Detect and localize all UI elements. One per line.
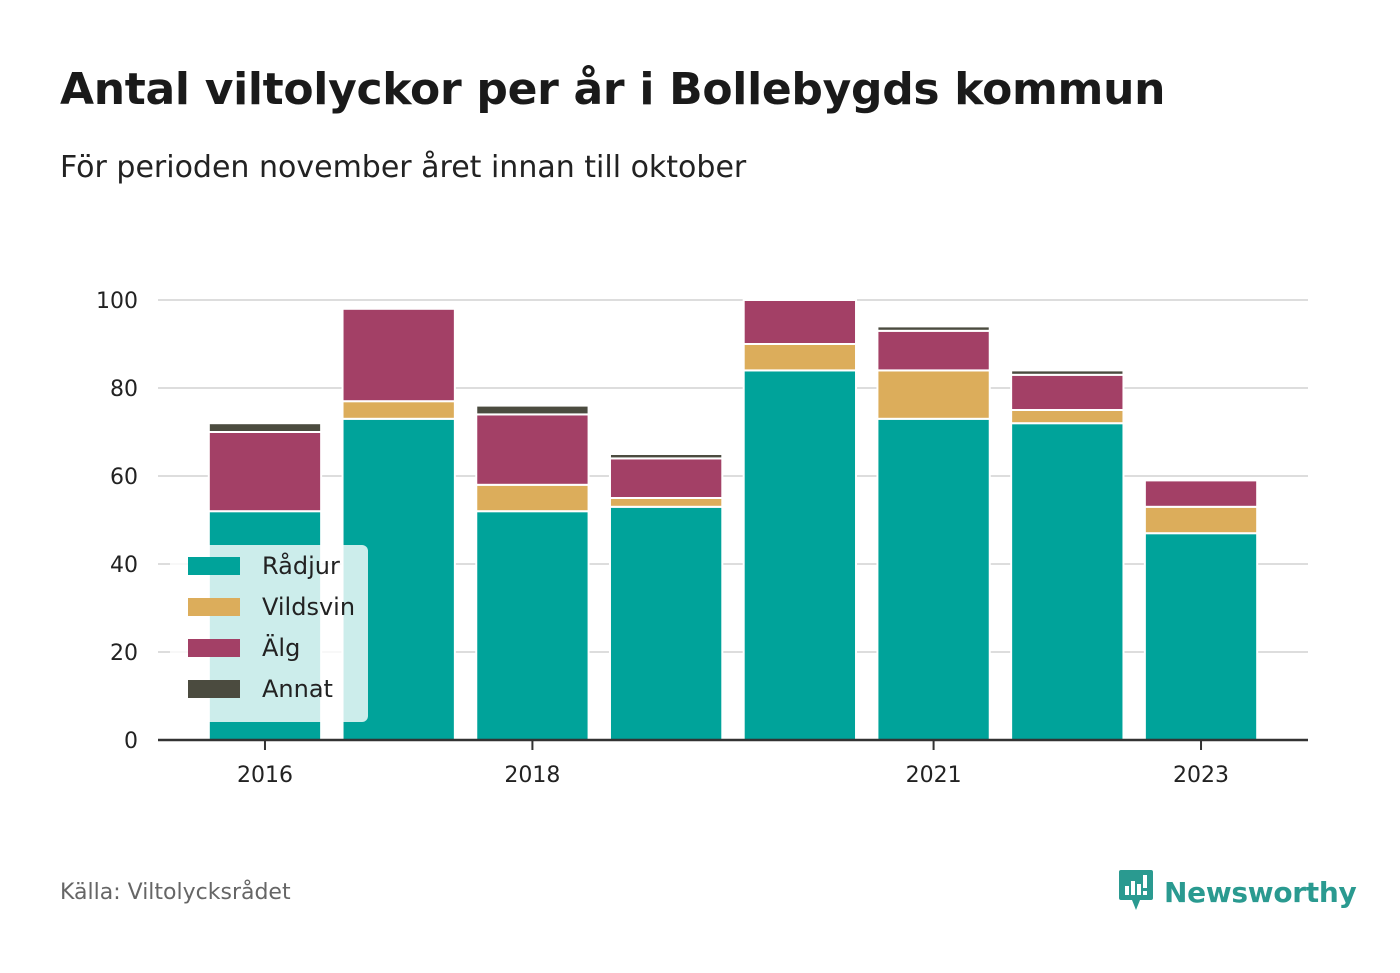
bar-2019-vildsvin — [608, 497, 724, 508]
bar-2017-älg — [341, 307, 456, 403]
x-tick-label-2023: 2023 — [1173, 763, 1229, 788]
legend-label-vildsvin: Vildsvin — [262, 592, 356, 621]
bar-2017-vildsvin — [341, 400, 456, 420]
legend: Rådjur Vildsvin Älg Annat — [170, 545, 368, 722]
bar-2023-rådjur — [1143, 532, 1259, 742]
x-tick-label-2018: 2018 — [504, 763, 560, 788]
bar-2021-rådjur — [876, 417, 991, 741]
chart-title: Antal viltolyckor per år i Bollebygds ko… — [60, 64, 1166, 115]
legend-item-radjur[interactable]: Rådjur — [170, 545, 368, 586]
axes: 0 20 40 60 80 100 2016 2018 2021 2023 — [96, 289, 1308, 788]
bar-2023-vildsvin — [1143, 505, 1259, 535]
y-tick-label-20: 20 — [110, 641, 138, 666]
bar-2019-annat — [608, 453, 724, 460]
bar-2018-annat — [475, 404, 590, 416]
bar-2016-annat — [207, 422, 323, 434]
legend-swatch-annat — [188, 679, 240, 698]
legend-swatch-vildsvin — [188, 597, 240, 616]
y-tick-label-100: 100 — [96, 289, 138, 314]
source-note: Källa: Viltolycksrådet — [60, 880, 291, 905]
bar-2021-älg — [876, 329, 991, 372]
bar-2020-rådjur — [742, 369, 858, 741]
bar-2016-älg — [207, 431, 323, 513]
bar-2021-annat — [876, 325, 991, 332]
bar-2020-älg — [742, 299, 858, 345]
bar-2019-rådjur — [608, 505, 724, 741]
bar-2022-rådjur — [1010, 422, 1125, 741]
x-tick-label-2016: 2016 — [237, 763, 293, 788]
y-tick-label-0: 0 — [124, 729, 138, 754]
chart-subtitle: För perioden november året innan till ok… — [60, 150, 747, 185]
newsworthy-logo-icon — [1118, 868, 1154, 916]
y-tick-label-80: 80 — [110, 377, 138, 402]
y-tick-label-60: 60 — [110, 465, 138, 490]
bar-2020-vildsvin — [742, 343, 858, 372]
bar-2018-rådjur — [475, 510, 590, 742]
legend-label-radjur: Rådjur — [262, 551, 340, 580]
legend-label-alg: Älg — [262, 633, 301, 662]
bar-2018-vildsvin — [475, 483, 590, 513]
bar-2023-älg — [1143, 479, 1259, 508]
legend-item-alg[interactable]: Älg — [170, 627, 368, 668]
legend-swatch-alg — [188, 638, 240, 657]
brand-logo[interactable]: Newsworthy — [1118, 868, 1357, 916]
bar-2018-älg — [475, 413, 590, 486]
legend-item-vildsvin[interactable]: Vildsvin — [170, 586, 368, 627]
bar-2022-vildsvin — [1010, 409, 1125, 425]
bar-2021-vildsvin — [876, 369, 991, 420]
bar-2019-älg — [608, 457, 724, 499]
bar-2022-älg — [1010, 373, 1125, 411]
y-tick-label-40: 40 — [110, 553, 138, 578]
bar-2022-annat — [1010, 369, 1125, 376]
legend-item-annat[interactable]: Annat — [170, 668, 368, 709]
legend-swatch-radjur — [188, 556, 240, 575]
legend-label-annat: Annat — [262, 674, 333, 703]
x-tick-label-2021: 2021 — [906, 763, 962, 788]
brand-name: Newsworthy — [1164, 875, 1357, 909]
